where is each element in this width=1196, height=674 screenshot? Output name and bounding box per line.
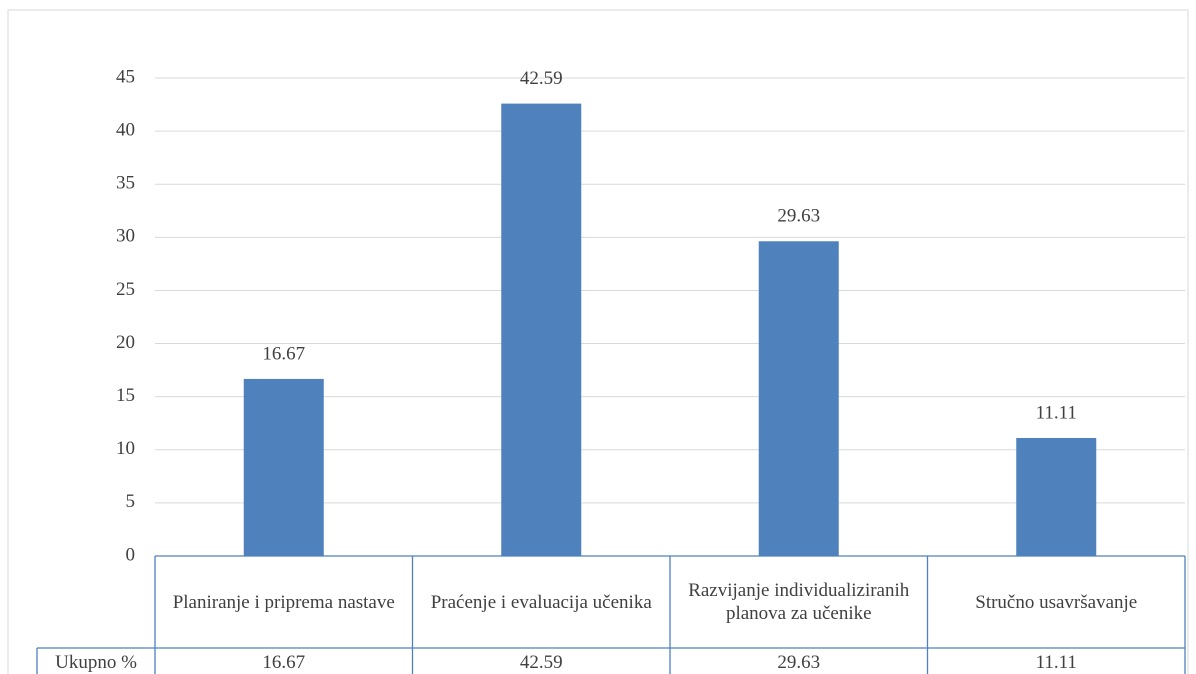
data-label: 16.67 [262,343,305,364]
bar [501,103,582,557]
table-value: 42.59 [519,651,563,673]
data-label: 29.63 [777,206,820,227]
y-tick-label: 25 [116,279,135,300]
data-label: 11.11 [1036,402,1077,423]
y-tick-label: 15 [116,385,135,406]
category-label: Stručno usavršavanje [975,591,1138,613]
bar [1016,437,1097,556]
table-value: 16.67 [262,651,306,673]
y-tick-label: 10 [116,438,135,459]
y-tick-label: 0 [126,544,136,565]
table-row-label: Ukupno % [55,651,137,673]
y-tick-label: 30 [116,226,135,247]
table-value: 29.63 [777,651,821,673]
category-label: Razvijanje individualiziranih planova za… [688,580,910,624]
y-tick-label: 45 [116,66,135,87]
y-tick-label: 40 [116,119,135,140]
bar [758,241,839,556]
table-value: 11.11 [1035,651,1077,673]
chart-border [7,9,1189,674]
category-label: Planiranje i priprema nastave [172,591,395,613]
y-tick-label: 35 [116,173,135,194]
y-tick-label: 20 [116,332,135,353]
y-tick-label: 5 [126,491,136,512]
data-label: 42.59 [520,68,563,89]
category-label: Praćenje i evaluacija učenika [430,591,652,613]
bar [243,378,324,556]
